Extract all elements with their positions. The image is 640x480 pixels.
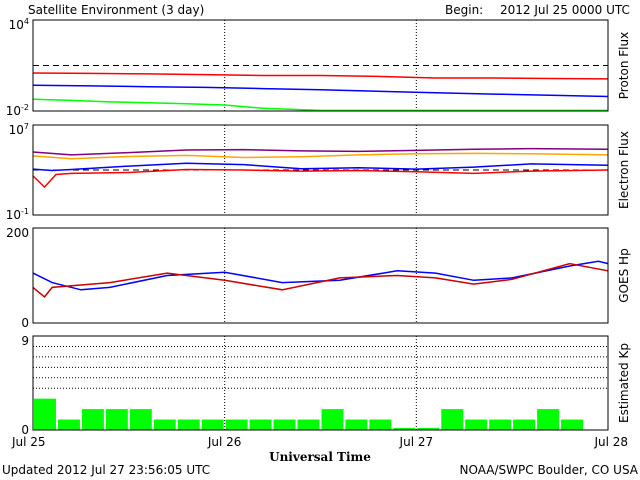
y-tick-exponent: -2: [21, 103, 29, 112]
kp-bar-15: [393, 427, 416, 430]
y-tick-label-0: 200: [6, 226, 29, 240]
kp-bar-21: [537, 409, 560, 430]
kp-bar-7: [201, 419, 224, 430]
series-line-2: [32, 98, 608, 112]
x-tick-label-2: Jul 27: [399, 435, 434, 449]
y-tick-exponent: 7: [24, 122, 29, 131]
y-tick-label-1: 10-2: [6, 103, 29, 118]
kp-bar-1: [57, 419, 80, 430]
kp-bar-8: [225, 419, 248, 430]
series-line-0: [32, 72, 609, 80]
panel-frame: [32, 335, 609, 431]
panel-frame: [32, 19, 609, 112]
series-line-0: [32, 147, 609, 156]
kp-bar-6: [177, 419, 200, 430]
panel-4: 9 0 Estimated Kp: [21, 334, 631, 437]
y-tick-label-1: 10-1: [6, 207, 29, 222]
y-tick-label-0: 9: [21, 334, 29, 348]
x-tick-labels: Jul 25 Jul 26 Jul 27 Jul 28: [11, 435, 628, 449]
kp-bar-5: [153, 419, 176, 430]
kp-bar-10: [273, 419, 296, 430]
kp-bar-16: [417, 427, 440, 430]
kp-bar-12: [321, 409, 344, 430]
y-axis-label: GOES Hp: [617, 248, 631, 302]
kp-bar-3: [105, 409, 128, 430]
y-axis-label: Electron Flux: [617, 131, 631, 209]
series-line-3: [32, 168, 609, 189]
kp-bar-22: [561, 419, 584, 430]
panel-frame: [32, 227, 609, 324]
y-tick-label-1: 0: [21, 316, 29, 330]
series-line-2: [32, 162, 609, 172]
series-line-0: [32, 260, 609, 291]
y-tick-label-1: 0: [21, 423, 29, 437]
kp-bar-13: [345, 419, 368, 430]
y-axis-label: Proton Flux: [617, 32, 631, 99]
footer-credit: NOAA/SWPC Boulder, CO USA: [460, 463, 639, 477]
kp-bar-17: [441, 409, 464, 430]
panel-3: 200 0 GOES Hp: [6, 226, 631, 330]
y-axis-label: Estimated Kp: [617, 343, 631, 423]
begin-value: 2012 Jul 25 0000 UTC: [500, 3, 630, 17]
kp-bar-2: [81, 409, 104, 430]
series-line-1: [32, 84, 609, 98]
y-tick-base: 10: [6, 208, 21, 222]
kp-bar-11: [297, 419, 320, 430]
y-tick-base: 10: [9, 123, 24, 137]
x-tick-label-0: Jul 25: [11, 435, 46, 449]
y-tick-base: 10: [6, 104, 21, 118]
y-tick-label-0: 107: [9, 122, 29, 137]
y-tick-label-0: 104: [9, 17, 29, 32]
footer-updated: Updated 2012 Jul 27 23:56:05 UTC: [2, 463, 210, 477]
x-tick-label-1: Jul 26: [207, 435, 242, 449]
kp-bar-18: [465, 419, 488, 430]
kp-bar-14: [369, 419, 392, 430]
series-line-1: [32, 152, 609, 160]
kp-bar-9: [249, 419, 272, 430]
kp-bar-19: [489, 419, 512, 430]
chart-title: Satellite Environment (3 day): [28, 3, 204, 17]
kp-bar-0: [34, 398, 56, 430]
y-tick-exponent: -1: [21, 207, 29, 216]
y-tick-exponent: 4: [24, 17, 29, 26]
series-line-1: [32, 262, 609, 298]
x-tick-label-3: Jul 28: [593, 435, 628, 449]
begin-label: Begin:: [445, 3, 483, 17]
kp-bar-4: [129, 409, 152, 430]
kp-bar-20: [513, 419, 536, 430]
panel-frame: [32, 124, 609, 216]
x-axis-label: Universal Time: [269, 450, 371, 464]
y-tick-base: 10: [9, 18, 24, 32]
